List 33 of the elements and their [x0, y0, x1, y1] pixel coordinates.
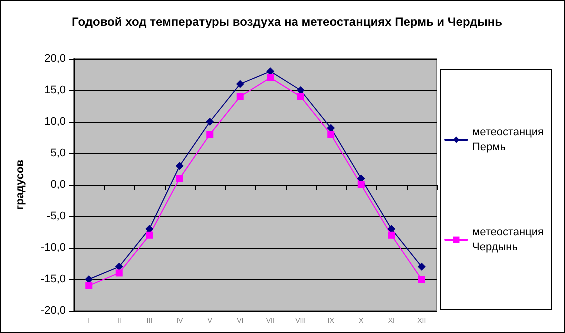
y-tick-label: 10,0 [44, 116, 66, 128]
point [206, 131, 214, 138]
point [328, 131, 335, 138]
chart-title: Годовой ход температуры воздуха на метеостанциях Пермь и Чердынь [72, 15, 503, 29]
point [206, 118, 214, 126]
y-tick-label: -10,0 [40, 242, 66, 254]
point [327, 124, 336, 132]
y-tick-label: 20,0 [44, 53, 66, 65]
legend-label: метеостанция Чердынь [472, 226, 544, 254]
y-tick-label: 5,0 [50, 148, 66, 160]
point [236, 80, 244, 88]
y-tick-label: 15,0 [44, 84, 66, 96]
y-tick-label: 0,0 [50, 179, 66, 191]
point [115, 262, 124, 271]
point [236, 93, 244, 100]
point [176, 162, 184, 170]
point [267, 74, 274, 82]
point [388, 232, 396, 239]
point [146, 232, 154, 239]
point [116, 270, 123, 277]
point [85, 276, 94, 284]
point [418, 276, 426, 283]
y-tick-label: -15,0 [40, 274, 66, 286]
point [296, 86, 305, 94]
point [418, 262, 426, 271]
y-axis-title: градусов [14, 160, 26, 210]
point [86, 282, 93, 290]
point [176, 175, 184, 182]
y-tick-label: -20,0 [40, 305, 66, 317]
y-tick-label: -5,0 [47, 210, 66, 222]
point [358, 182, 365, 188]
point [297, 93, 304, 100]
legend-label: метеостанция Пермь [472, 126, 544, 154]
